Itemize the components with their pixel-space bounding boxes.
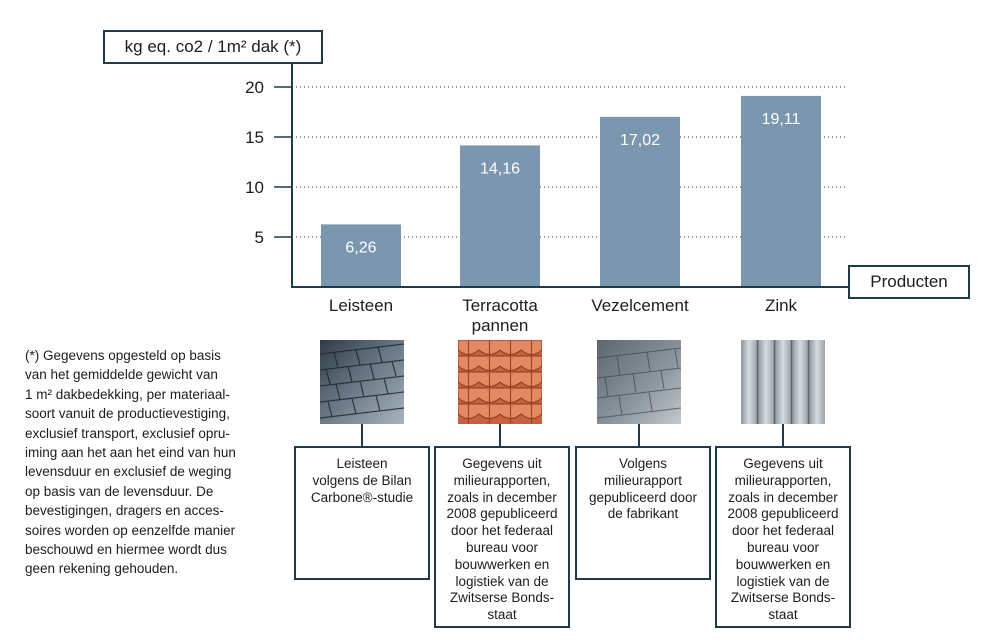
source-line: door het federaal <box>731 523 835 539</box>
footnote-line: soires worden op eenzelfde manier <box>25 522 236 538</box>
source-line: Zwitserse Bonds- <box>449 590 555 606</box>
footnote-line: op basis van de levensduur. De <box>25 483 214 499</box>
x-tick-label: Leisteen <box>329 296 393 315</box>
source-line: 2008 gepubliceerd <box>727 506 839 522</box>
source-line: milieurapporten, <box>453 472 551 488</box>
source-line: logistiek van de <box>736 573 830 589</box>
fibre-cement-image <box>597 340 681 424</box>
source-box-vezelcement: Volgens milieurapport gepubliceerd door … <box>575 446 711 580</box>
footnote-line: soort vanuit de productievestiging, <box>25 406 230 422</box>
source-line: zoals in december <box>447 489 557 505</box>
source-box-zink: Gegevens uit milieurapporten, zoals in d… <box>715 446 851 628</box>
source-line: staat <box>768 607 798 623</box>
bar <box>321 224 401 287</box>
source-line: Carbone®-studie <box>310 489 414 505</box>
footnote-line: geen rekening gehouden. <box>25 561 179 577</box>
connector-line <box>638 424 640 447</box>
bar <box>460 145 540 287</box>
data-label: 17,02 <box>620 132 660 149</box>
data-label: 6,26 <box>345 239 376 256</box>
footnote-line: exclusief transport, exclusief opru- <box>25 425 230 441</box>
x-tick-label: Terracotta pannen <box>462 296 538 335</box>
source-line: milieurapport <box>603 472 683 488</box>
source-line: volgens de Bilan <box>312 472 412 488</box>
source-line: Leisteen <box>336 456 388 471</box>
data-label: 14,16 <box>480 160 520 177</box>
bar <box>741 95 821 288</box>
footnote: (*) Gegevens opgesteld op basis van het … <box>25 346 263 579</box>
source-line: staat <box>487 607 517 623</box>
y-tick-label: 15 <box>245 128 264 147</box>
source-line: Gegevens uit <box>462 456 542 471</box>
x-axis-label: Producten <box>848 265 970 299</box>
source-line: door het federaal <box>450 523 554 539</box>
source-line: bouwwerken en <box>454 556 550 572</box>
source-line: Gegevens uit <box>743 456 823 471</box>
y-tick-label: 5 <box>255 228 264 247</box>
source-line: Zwitserse Bonds- <box>730 590 836 606</box>
x-tick-label: Zink <box>765 296 798 315</box>
source-line: 2008 gepubliceerd <box>446 506 558 522</box>
footnote-line: beschouwd en hiermee wordt dus <box>25 542 227 558</box>
source-box-leisteen: Leisteen volgens de Bilan Carbone®-studi… <box>294 446 430 580</box>
footnote-line: iming aan het aan het eind van hun <box>25 445 236 461</box>
source-line: gepubliceerd door <box>588 489 698 505</box>
footnote-line: (*) Gegevens opgesteld op basis <box>25 348 221 363</box>
slate-roof-image <box>320 340 404 424</box>
source-line: zoals in december <box>728 489 838 505</box>
footnote-line: bevestigingen, dragers en acces- <box>25 503 224 519</box>
connector-line <box>361 424 363 447</box>
y-axis-label: kg eq. co2 / 1m² dak (*) <box>103 30 323 64</box>
source-line: bureau voor <box>746 539 820 555</box>
y-tick-label: 20 <box>245 78 264 97</box>
connector-line <box>782 424 784 447</box>
terracotta-tiles-image <box>458 340 542 424</box>
source-line: milieurapporten, <box>734 472 832 488</box>
source-line: Volgens <box>618 456 668 471</box>
source-line: de fabrikant <box>607 506 679 522</box>
source-line: bureau voor <box>465 539 539 555</box>
source-line: bouwwerken en <box>735 556 831 572</box>
source-box-terracotta: Gegevens uit milieurapporten, zoals in d… <box>434 446 570 628</box>
source-line: logistiek van de <box>455 573 549 589</box>
footnote-line: levensduur en exclusief de weging <box>25 464 232 480</box>
footnote-line: 1 m² dakbedekking, per materiaal- <box>25 386 230 402</box>
connector-line <box>499 424 501 447</box>
y-tick-label: 10 <box>245 178 264 197</box>
footnote-line: van het gemiddelde gewicht van <box>25 367 218 383</box>
data-label: 19,11 <box>762 111 801 128</box>
bar <box>600 116 680 287</box>
zinc-panels-image <box>741 340 825 424</box>
x-tick-label: Vezelcement <box>591 296 689 315</box>
